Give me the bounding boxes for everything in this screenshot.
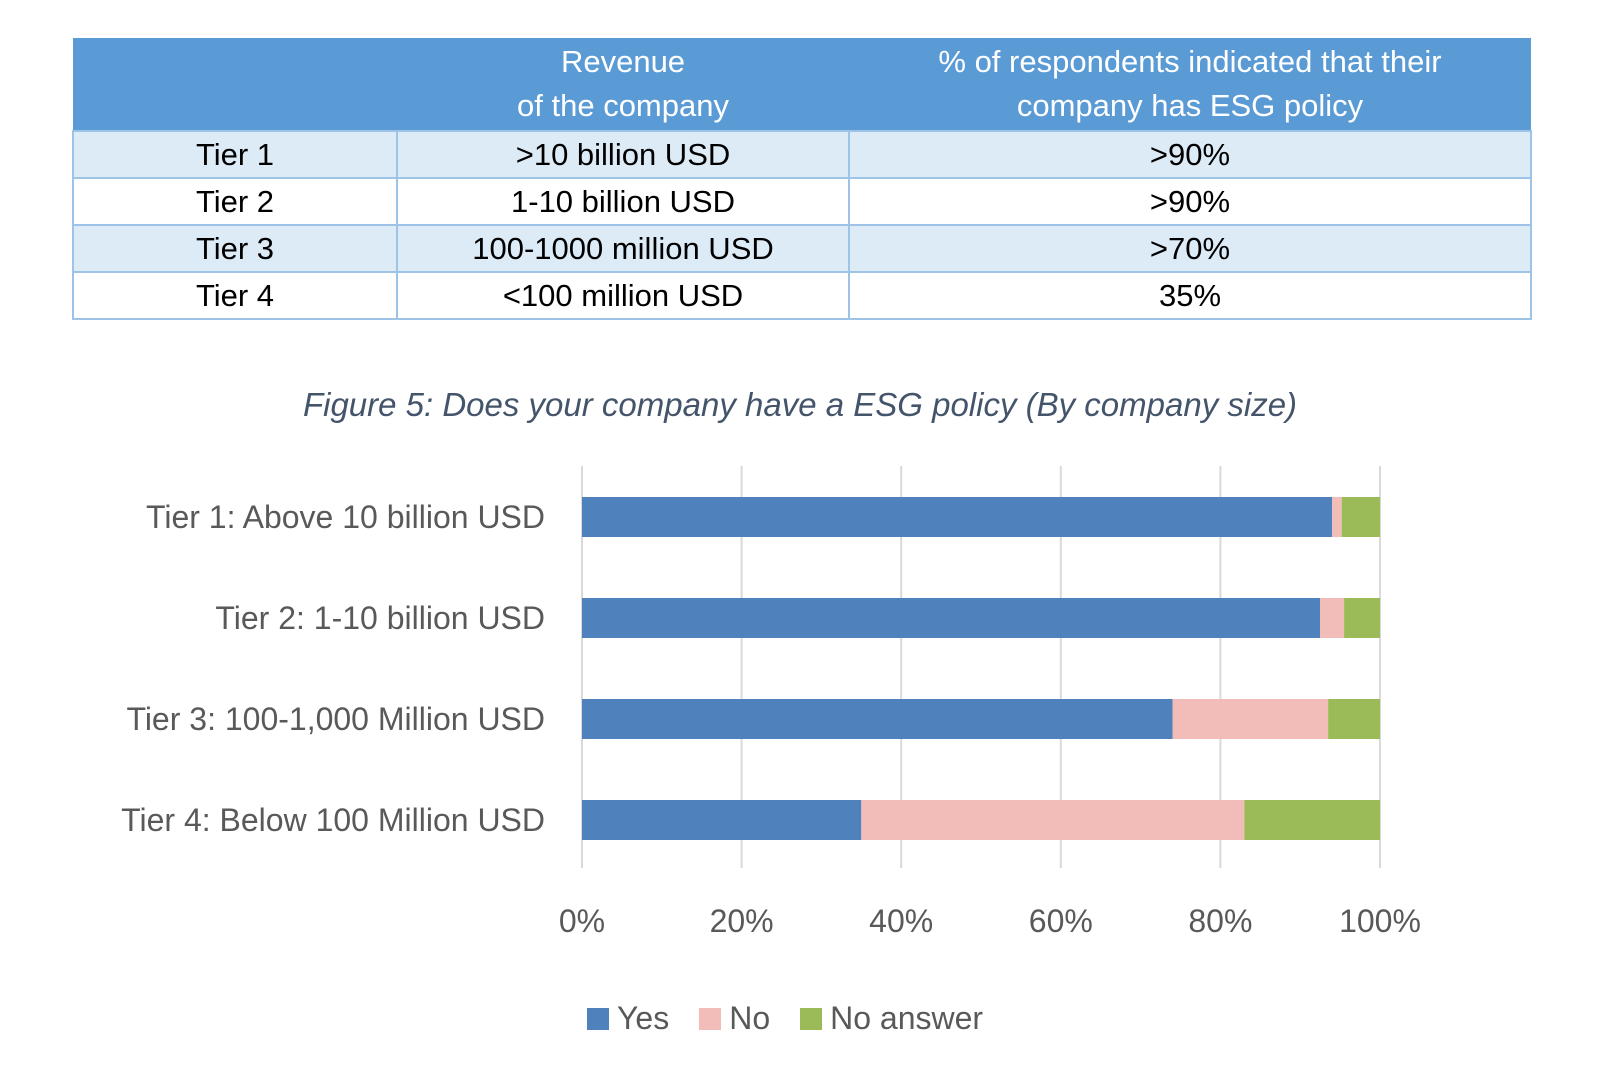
table-cell-revenue: <100 million USD	[396, 271, 850, 320]
x-tick-label: 0%	[559, 903, 605, 939]
bar-no-answer	[1328, 699, 1380, 739]
bar-no	[1320, 598, 1345, 638]
legend-swatch	[699, 1007, 722, 1030]
table-cell-revenue: >10 billion USD	[396, 130, 850, 179]
bar-yes	[582, 497, 1333, 537]
bar-yes	[582, 800, 862, 840]
bar-no	[861, 800, 1245, 840]
bar-no	[1172, 699, 1329, 739]
x-tick-label: 40%	[869, 903, 933, 939]
legend-label: No answer	[830, 1000, 984, 1036]
table-cell-revenue: 1-10 billion USD	[396, 177, 850, 226]
table-row: Tier 4 <100 million USD 35%	[72, 271, 1532, 320]
y-category-label: Tier 4: Below 100 Million USD	[121, 802, 545, 838]
table-cell-tier: Tier 1	[72, 130, 398, 179]
y-category-label: Tier 3: 100-1,000 Million USD	[126, 701, 545, 737]
header-revenue-line1: Revenue	[560, 44, 686, 79]
table-header-tier	[73, 38, 397, 131]
legend-item: No	[699, 1000, 770, 1037]
table-cell-revenue: 100-1000 million USD	[396, 224, 850, 273]
table-cell-percent: 35%	[848, 271, 1532, 320]
table-cell-percent: >90%	[848, 130, 1532, 179]
legend-swatch	[587, 1007, 609, 1030]
chart-legend: Yes No No answer	[587, 1000, 983, 1037]
header-percent-line1: % of respondents indicated that their	[938, 44, 1442, 79]
legend-label: Yes	[617, 1000, 670, 1036]
legend-swatch	[800, 1007, 823, 1030]
table-cell-percent: >70%	[848, 224, 1532, 273]
header-percent-line2: company has ESG policy	[1016, 88, 1364, 123]
legend-item: Yes	[587, 1000, 669, 1037]
table-header-row: Revenue of the company % of respondents …	[73, 38, 1531, 131]
table-cell-tier: Tier 3	[72, 224, 398, 273]
x-tick-label: 60%	[1029, 903, 1093, 939]
table-cell-tier: Tier 2	[72, 177, 398, 226]
bar-yes	[582, 699, 1173, 739]
table-cell-percent: >90%	[848, 177, 1532, 226]
bar-no-answer	[1341, 497, 1380, 537]
table-header-percent: % of respondents indicated that their co…	[849, 38, 1531, 131]
table-row: Tier 1 >10 billion USD >90%	[72, 130, 1532, 179]
table-row: Tier 3 100-1000 million USD >70%	[72, 224, 1532, 273]
table-cell-tier: Tier 4	[72, 271, 398, 320]
chart-title: Figure 5: Does your company have a ESG p…	[302, 386, 1298, 423]
table-row: Tier 2 1-10 billion USD >90%	[72, 177, 1532, 226]
header-revenue-line2: of the company	[517, 88, 729, 123]
legend-item: No answer	[800, 1000, 983, 1037]
bar-yes	[582, 598, 1321, 638]
revenue-tier-table: Revenue of the company % of respondents …	[72, 38, 1532, 320]
legend-label: No	[729, 1000, 771, 1036]
bar-no-answer	[1244, 800, 1380, 840]
x-tick-label: 100%	[1339, 903, 1421, 939]
bar-no	[1332, 497, 1342, 537]
table-header-revenue: Revenue of the company	[397, 38, 849, 131]
y-category-label: Tier 2: 1-10 billion USD	[215, 600, 545, 636]
x-tick-label: 20%	[710, 903, 774, 939]
x-tick-label: 80%	[1188, 903, 1252, 939]
bar-no-answer	[1344, 598, 1380, 638]
y-category-label: Tier 1: Above 10 billion USD	[146, 499, 545, 535]
